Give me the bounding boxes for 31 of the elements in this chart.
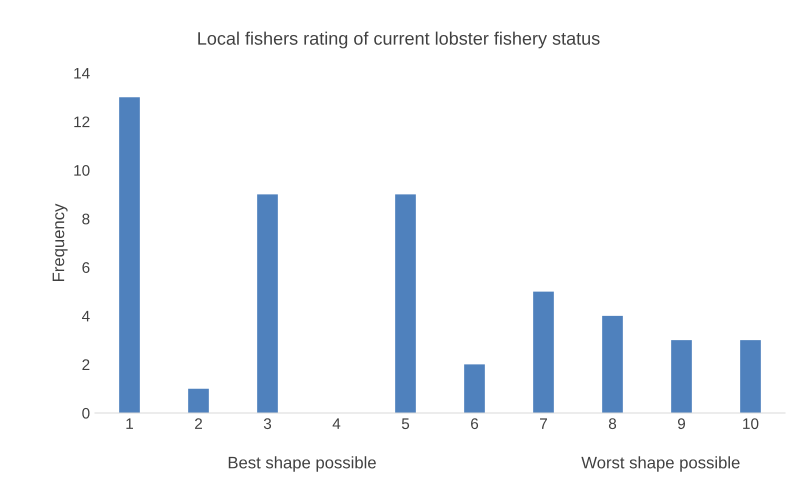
- x-tick-label: 1: [126, 418, 134, 429]
- y-tick-label: 6: [82, 262, 90, 273]
- bar: [740, 340, 761, 413]
- x-tick-label: 7: [540, 418, 547, 429]
- y-tick-label: 12: [74, 116, 90, 128]
- bar: [119, 97, 140, 413]
- x-tick-label: 5: [402, 418, 410, 430]
- y-tick-label: 8: [82, 214, 90, 224]
- bar: [602, 316, 623, 413]
- bar: [257, 194, 278, 413]
- y-tick-label: 0: [82, 408, 90, 419]
- bar: [188, 388, 209, 413]
- y-axis-title: Frequency: [52, 204, 68, 281]
- bar: [464, 364, 485, 413]
- x-tick-label: 10: [743, 418, 758, 430]
- bar: [671, 340, 692, 413]
- y-tick-label: 10: [74, 165, 90, 176]
- x-tick-label: 6: [471, 418, 478, 430]
- text: Worst shape possible: [581, 456, 740, 472]
- y-tick-label: 2: [82, 359, 90, 370]
- text: Best shape possible: [228, 456, 376, 472]
- y-tick-label: 14: [74, 68, 90, 79]
- x-tick-label: 3: [264, 418, 272, 430]
- x-tick-label: 9: [678, 418, 686, 430]
- y-tick-label: 4: [82, 310, 90, 322]
- bar: [395, 194, 416, 413]
- bar: [533, 292, 554, 413]
- x-tick-label: 8: [608, 418, 616, 430]
- x-tick-label: 2: [195, 418, 202, 429]
- chart-title: Local fishers rating of current lobster fishery status: [198, 32, 600, 48]
- x-tick-label: 4: [332, 418, 340, 429]
